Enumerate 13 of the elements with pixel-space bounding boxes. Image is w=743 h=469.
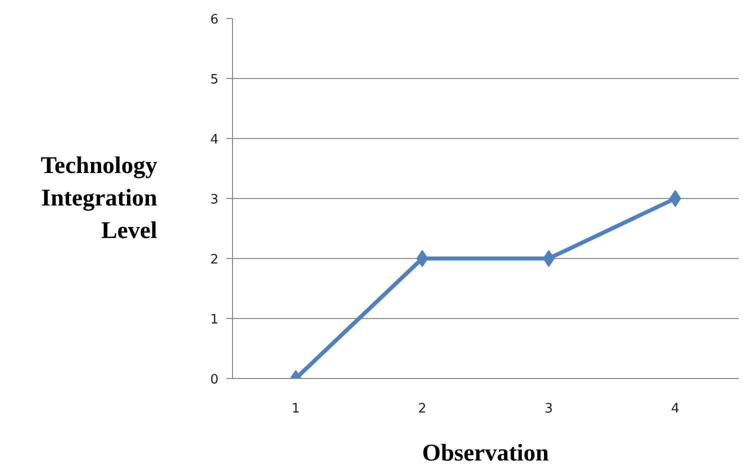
y-tick-label: 6 <box>210 12 219 28</box>
y-tick-label: 1 <box>210 312 219 328</box>
y-tick-label: 5 <box>210 72 219 88</box>
y-tick-label: 4 <box>210 132 219 148</box>
y-axis-title: Technology Integration Level <box>40 153 158 244</box>
y-tick-label: 2 <box>210 252 219 268</box>
y-tick-label: 0 <box>210 372 219 388</box>
x-tick-label: 3 <box>544 402 553 416</box>
x-tick-label: 1 <box>292 402 300 416</box>
x-tick-label: 4 <box>671 402 680 416</box>
x-axis-title: Observation <box>422 440 549 466</box>
y-tick-label: 3 <box>210 192 219 208</box>
x-tick-label: 2 <box>418 402 426 416</box>
